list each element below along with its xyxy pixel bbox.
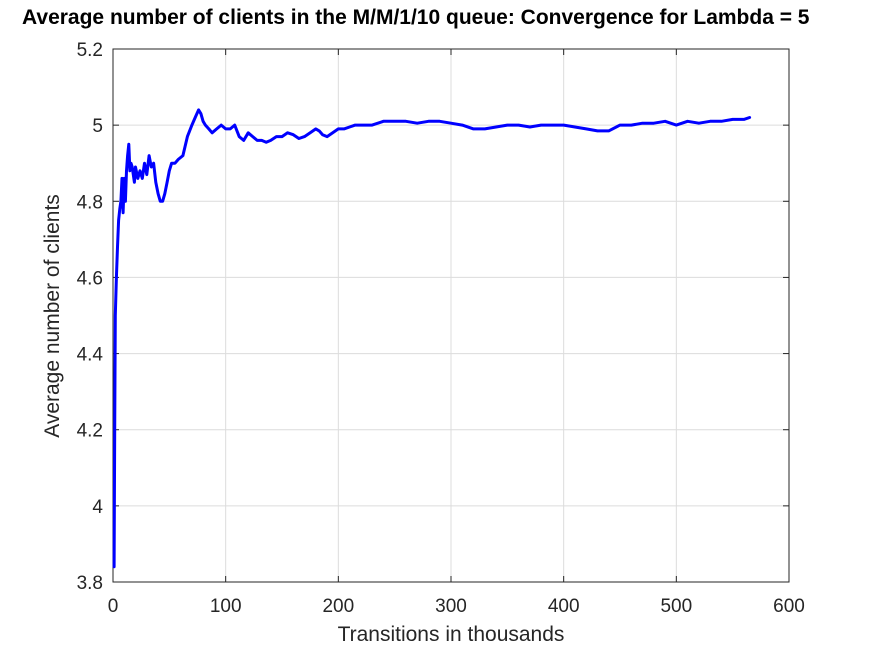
y-tick-label: 4 (92, 497, 103, 518)
x-axis: 0 100 200 300 400 500 600 (108, 49, 805, 617)
chart-title: Average number of clients in the M/M/1/1… (22, 6, 810, 29)
series-line (112, 108, 752, 569)
y-tick-label: 4.6 (77, 268, 103, 289)
x-tick-label: 600 (773, 596, 805, 617)
y-tick-label: 3.8 (77, 573, 103, 594)
y-axis-label: Average number of clients (41, 194, 64, 438)
y-axis: 3.8 4 4.2 4.4 4.6 4.8 5 5.2 (77, 40, 789, 594)
x-tick-label: 100 (210, 596, 242, 617)
x-tick-label: 500 (660, 596, 692, 617)
x-tick-label: 300 (435, 596, 467, 617)
x-tick-label: 0 (108, 596, 119, 617)
y-tick-label: 5 (92, 116, 103, 137)
x-tick-label: 200 (322, 596, 354, 617)
y-tick-label: 4.4 (77, 345, 104, 366)
y-tick-label: 4.8 (77, 192, 103, 213)
y-tick-label: 4.2 (77, 421, 103, 442)
x-axis-label: Transitions in thousands (338, 623, 565, 646)
y-tick-label: 5.2 (77, 40, 103, 61)
x-tick-label: 400 (548, 596, 580, 617)
